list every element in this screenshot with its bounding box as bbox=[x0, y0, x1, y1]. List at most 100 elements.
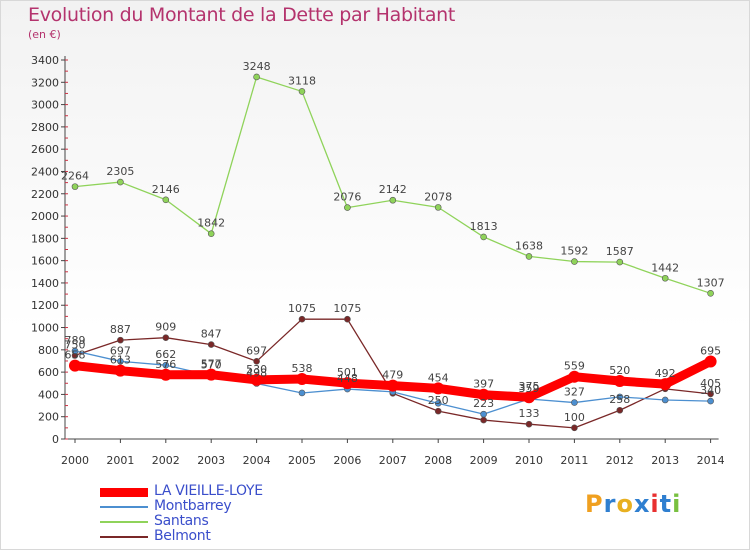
x-tick-label: 2010 bbox=[515, 454, 543, 467]
data-label-santans: 1442 bbox=[651, 261, 679, 274]
legend-swatch bbox=[100, 536, 148, 538]
data-point-belmont bbox=[480, 416, 487, 424]
x-tick-label: 2006 bbox=[333, 454, 361, 467]
legend-swatch bbox=[100, 506, 148, 508]
data-label-belmont: 887 bbox=[110, 323, 131, 336]
data-label-la-vieille-loye: 658 bbox=[65, 349, 86, 362]
data-label-montbarrey: 327 bbox=[564, 386, 585, 399]
data-label-la-vieille-loye: 520 bbox=[609, 364, 630, 377]
logo-letter: o bbox=[616, 490, 634, 518]
legend-swatch bbox=[100, 487, 148, 497]
data-point-santans bbox=[117, 178, 124, 186]
data-point-belmont bbox=[117, 336, 124, 344]
data-label-santans: 2078 bbox=[424, 190, 452, 203]
x-tick-label: 2000 bbox=[61, 454, 89, 467]
data-point-belmont bbox=[616, 406, 624, 414]
data-label-montbarrey: 570 bbox=[201, 358, 222, 371]
data-point-santans bbox=[616, 258, 624, 266]
data-point-belmont bbox=[434, 407, 442, 415]
data-label-santans: 2146 bbox=[152, 183, 180, 196]
data-label-belmont: 100 bbox=[564, 411, 585, 424]
y-tick-label: 1600 bbox=[31, 255, 59, 268]
data-point-montbarrey bbox=[298, 389, 306, 397]
logo-letter: P bbox=[585, 490, 604, 518]
data-point-la-vieille-loye bbox=[477, 388, 490, 401]
data-point-santans bbox=[480, 233, 487, 241]
data-label-la-vieille-loye: 492 bbox=[655, 367, 676, 380]
data-label-belmont: 250 bbox=[428, 394, 449, 407]
data-point-belmont bbox=[207, 341, 215, 348]
y-tick-label: 3200 bbox=[31, 76, 59, 89]
data-point-la-vieille-loye bbox=[159, 368, 172, 381]
data-label-montbarrey: 359 bbox=[519, 382, 540, 395]
data-label-montbarrey: 662 bbox=[155, 348, 176, 361]
data-label-belmont: 405 bbox=[700, 377, 721, 390]
data-point-la-vieille-loye bbox=[114, 364, 127, 377]
data-label-belmont: 847 bbox=[201, 328, 222, 341]
data-label-la-vieille-loye: 538 bbox=[292, 362, 313, 375]
data-label-belmont: 133 bbox=[519, 407, 540, 420]
data-label-santans: 2264 bbox=[61, 170, 89, 183]
data-point-santans bbox=[434, 204, 442, 211]
data-point-belmont bbox=[162, 334, 170, 341]
data-point-la-vieille-loye bbox=[341, 377, 354, 390]
data-label-santans: 1592 bbox=[560, 245, 588, 258]
data-label-belmont: 1075 bbox=[288, 302, 316, 315]
data-label-santans: 1842 bbox=[197, 217, 225, 230]
x-tick-label: 2002 bbox=[152, 454, 180, 467]
data-point-santans bbox=[253, 73, 260, 81]
data-label-la-vieille-loye: 530 bbox=[246, 363, 267, 376]
data-point-santans bbox=[298, 88, 306, 95]
x-tick-label: 2007 bbox=[379, 454, 407, 467]
proxiti-logo: Proxiti bbox=[585, 490, 681, 518]
data-label-la-vieille-loye: 479 bbox=[382, 369, 403, 382]
data-point-montbarrey bbox=[71, 347, 79, 355]
data-point-montbarrey bbox=[571, 399, 578, 406]
data-point-belmont bbox=[571, 424, 578, 432]
data-point-la-vieille-loye bbox=[250, 373, 263, 386]
legend-label: Montbarrey bbox=[154, 498, 232, 514]
data-label-la-vieille-loye: 454 bbox=[428, 371, 449, 384]
data-label-belmont: 750 bbox=[65, 338, 86, 351]
data-point-belmont bbox=[344, 315, 351, 323]
chart-title: Evolution du Montant de la Dette par Hab… bbox=[28, 4, 456, 26]
data-label-santans: 2142 bbox=[379, 183, 407, 196]
x-tick-label: 2011 bbox=[560, 454, 588, 467]
data-point-belmont bbox=[253, 358, 260, 365]
logo-letter: x bbox=[633, 490, 651, 518]
data-point-santans bbox=[162, 196, 170, 204]
y-tick-label: 800 bbox=[38, 344, 59, 357]
data-point-belmont bbox=[707, 390, 714, 398]
data-label-la-vieille-loye: 397 bbox=[473, 378, 494, 391]
data-label-santans: 3118 bbox=[288, 74, 316, 87]
x-tick-label: 2004 bbox=[243, 454, 271, 467]
logo-letter: r bbox=[603, 490, 617, 518]
data-label-montbarrey: 789 bbox=[65, 334, 86, 347]
y-tick-label: 2400 bbox=[31, 165, 59, 178]
data-point-montbarrey bbox=[707, 397, 714, 405]
data-point-la-vieille-loye bbox=[568, 370, 581, 383]
data-label-belmont: 909 bbox=[155, 321, 176, 334]
y-tick-label: 1400 bbox=[31, 277, 59, 290]
data-label-la-vieille-loye: 577 bbox=[201, 358, 222, 371]
y-tick-label: 400 bbox=[38, 388, 59, 401]
data-label-santans: 1638 bbox=[515, 239, 543, 252]
data-label-montbarrey: 340 bbox=[700, 384, 721, 397]
legend-label: Santans bbox=[154, 513, 209, 529]
x-tick-label: 2005 bbox=[288, 454, 316, 467]
x-tick-label: 2013 bbox=[651, 454, 679, 467]
data-label-santans: 1307 bbox=[697, 276, 725, 289]
y-tick-label: 2200 bbox=[31, 188, 59, 201]
legend-label: Belmont bbox=[154, 528, 211, 544]
logo-letter: i bbox=[672, 490, 682, 518]
x-tick-label: 2009 bbox=[470, 454, 498, 467]
data-point-montbarrey bbox=[117, 358, 124, 365]
data-point-la-vieille-loye bbox=[386, 379, 399, 392]
data-point-la-vieille-loye bbox=[613, 375, 626, 388]
data-point-montbarrey bbox=[480, 410, 487, 418]
x-tick-label: 2001 bbox=[106, 454, 134, 467]
unit-label: (en €) bbox=[28, 28, 61, 41]
data-label-la-vieille-loye: 613 bbox=[110, 354, 131, 367]
data-label-montbarrey: 223 bbox=[473, 397, 494, 410]
